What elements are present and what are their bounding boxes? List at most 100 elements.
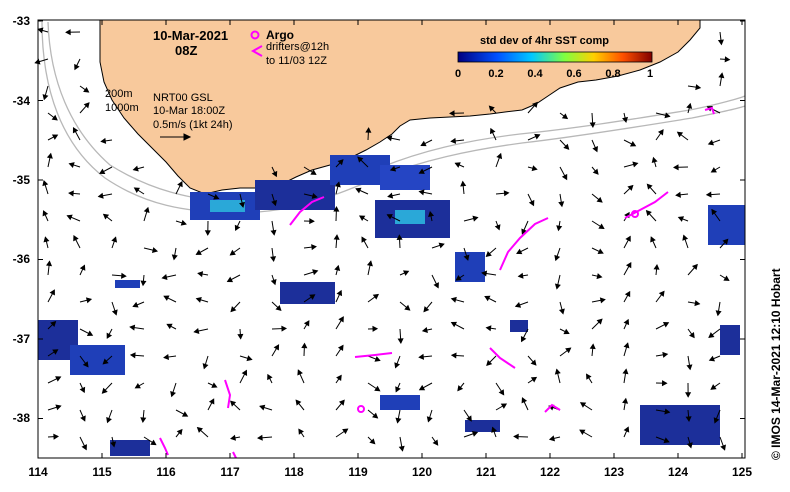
current-vector-head [79, 264, 86, 271]
current-vector-head [150, 439, 157, 446]
current-vector-head [589, 122, 596, 129]
current-vector-head [658, 290, 665, 297]
current-vector-head [694, 300, 701, 307]
current-vector-head [471, 431, 479, 437]
current-vector-head [257, 434, 263, 441]
current-vector-head [163, 295, 170, 301]
current-vector-head [259, 404, 266, 411]
current-vector-head [485, 325, 492, 332]
current-vector-head [686, 442, 693, 449]
current-vector-head [438, 242, 445, 249]
current-vector-head [565, 347, 572, 354]
current-vector-head [355, 187, 362, 194]
current-vector-head [161, 274, 168, 280]
map-hour: 08Z [175, 43, 197, 58]
current-vector-head [342, 428, 349, 435]
lat-tick-label: -34 [13, 94, 31, 108]
colorbar-tick-label: 0.4 [527, 68, 543, 80]
current-vector-head [101, 387, 108, 394]
lat-tick-label: -35 [13, 173, 31, 187]
current-vector-head [724, 56, 731, 63]
latitude-axis: -33 -34 -35 -36 -37 -38 [13, 14, 31, 425]
current-vector-head [460, 180, 467, 187]
lon-tick-label: 124 [668, 465, 688, 479]
current-vector-head [646, 183, 653, 190]
product-label: NRT00 GSL [153, 92, 213, 104]
current-vector-head [396, 234, 403, 240]
current-vector-head [72, 127, 79, 134]
current-vector-head [710, 384, 717, 390]
current-vector-head [432, 439, 439, 446]
current-vector-head [705, 191, 712, 198]
axis-ticks [37, 20, 745, 458]
current-vector-head [51, 114, 58, 121]
current-vector-head [711, 208, 718, 216]
current-vector-head [336, 374, 342, 381]
current-vector-head [50, 320, 57, 328]
current-vector-head [598, 223, 605, 230]
credit-label: © IMOS 14-Mar-2021 12:10 Hobart [769, 268, 783, 460]
current-vector-head [520, 335, 527, 343]
current-vector-head [42, 210, 49, 217]
current-vector-head [530, 359, 537, 366]
current-vector-head [311, 192, 318, 199]
current-vector-head [334, 264, 341, 271]
current-vector-head [695, 84, 702, 91]
drifter-legend-icon [250, 45, 263, 57]
current-vector-head [623, 342, 630, 349]
current-vector-head [338, 316, 344, 323]
current-vector-head [202, 363, 209, 370]
current-vector-head [433, 282, 439, 289]
current-vector-head [372, 325, 379, 332]
current-vector-head [68, 162, 75, 168]
current-vector-head [624, 290, 631, 298]
current-vector-head [176, 428, 183, 436]
current-vector-head [229, 400, 237, 407]
current-vector-head [361, 236, 367, 243]
current-vector-head [521, 228, 527, 235]
lon-tick-label: 117 [220, 465, 240, 479]
current-vector-head [548, 435, 556, 442]
current-vector-head [309, 218, 315, 225]
lon-tick-label: 115 [92, 465, 112, 479]
current-vector-head [622, 116, 628, 123]
current-vector-head [589, 343, 596, 350]
current-vector-head [129, 324, 136, 331]
colorbar-tick-label: 0.8 [605, 68, 620, 80]
current-vector-head [239, 201, 245, 208]
current-vector-head [229, 249, 236, 256]
current-vector-head [83, 102, 90, 109]
current-vector-head [133, 187, 140, 193]
current-vector-head [369, 438, 376, 445]
current-vector-head [310, 169, 317, 175]
current-vector-head [336, 289, 343, 297]
current-vector-head [365, 127, 372, 133]
current-vector-head [298, 428, 304, 435]
current-vector-head [66, 214, 73, 221]
current-vector-head [43, 236, 50, 243]
current-vector-head [657, 129, 664, 136]
current-vector-head [37, 27, 44, 34]
argo-floats [357, 210, 639, 413]
current-vector-head [180, 219, 187, 226]
lon-tick-label: 121 [476, 465, 496, 479]
current-vector-head [449, 110, 455, 117]
current-vector-head [663, 437, 670, 444]
current-vector-head [579, 402, 587, 408]
current-vector-head [531, 101, 538, 108]
current-vector-head [516, 248, 523, 255]
current-vector-head [110, 441, 117, 448]
current-vector-head [554, 368, 561, 375]
current-vector-head [309, 294, 316, 300]
current-vector-head [517, 272, 524, 279]
current-vector-head [312, 269, 319, 276]
lon-tick-label: 120 [412, 465, 432, 479]
current-vector-head [151, 247, 159, 254]
lat-tick-label: -36 [13, 252, 31, 266]
current-vector-head [386, 214, 393, 220]
longitude-axis: 114 115 116 117 118 119 120 121 122 123 … [28, 465, 752, 479]
current-vector-head [651, 156, 658, 163]
current-vector-head [596, 318, 603, 325]
current-vector-head [418, 384, 426, 391]
